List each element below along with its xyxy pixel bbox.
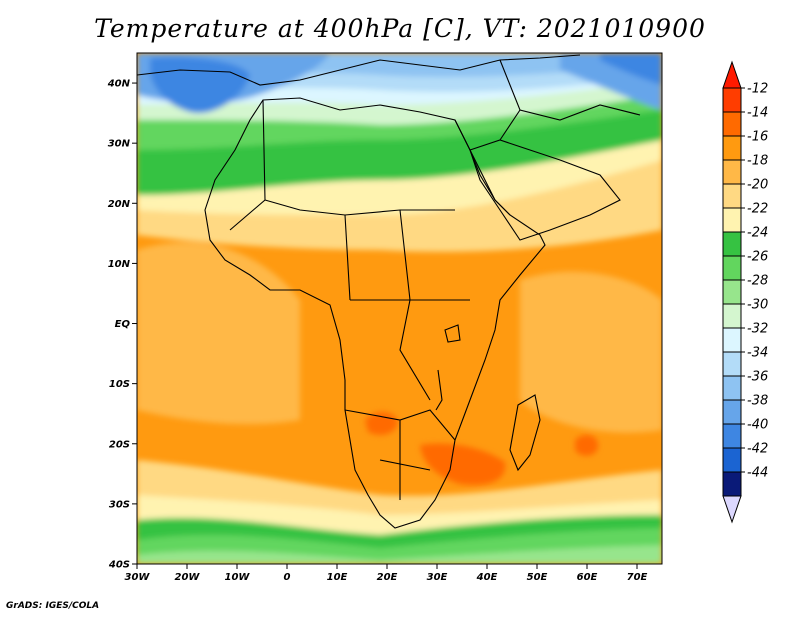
colorbar-swatch [722, 183, 742, 209]
indian-ocean-warm-core [575, 434, 599, 456]
ocean-warm-patch [137, 242, 300, 425]
colorbar-swatch [722, 375, 742, 401]
colorbar-swatch [722, 159, 742, 185]
africa-coastline [204, 97, 546, 529]
lon-tick-label: 10W [225, 572, 251, 583]
red-sea [454, 119, 511, 216]
colorbar-label: -26 [747, 250, 768, 265]
colorbar-top-triangle [722, 60, 742, 89]
colorbar-label: -12 [747, 82, 768, 97]
lon-tick-label: 20E [377, 572, 398, 583]
colorbar-swatch [722, 303, 742, 329]
grads-credit: GrADS: IGES/COLA [6, 601, 100, 611]
colorbar-label: -40 [747, 418, 768, 433]
colorbar-swatch [722, 207, 742, 233]
colorbar-label: -24 [747, 226, 768, 241]
lat-tick-label: 30S [109, 499, 130, 510]
lat-tick-label: 40N [107, 79, 131, 90]
mozambique-warm-core [420, 443, 506, 486]
lon-tick-label: 20W [175, 572, 201, 583]
lat-tick-label: 40S [108, 560, 130, 571]
colorbar-swatch [722, 399, 742, 425]
lat-tick-label: EQ [115, 319, 131, 330]
lon-tick-label: 50E [527, 572, 548, 583]
lat-tick-label: 10S [109, 379, 130, 390]
colorbar-swatch [722, 351, 742, 377]
border-central [344, 209, 470, 401]
plot-frame [136, 52, 663, 565]
colorbar-swatch [722, 231, 742, 257]
sahara-pale-band [137, 120, 662, 215]
southern-green3-band [137, 545, 662, 564]
colorbar-label: -18 [747, 154, 768, 169]
lon-tick-label: 0 [284, 572, 291, 583]
lat-tick-label: 10N [108, 259, 131, 270]
arabian-peninsula [469, 139, 621, 241]
lon-tick-label: 10E [327, 572, 348, 583]
colorbar-label: -22 [747, 202, 768, 217]
colorbar: -12 -14 -16 -18 -20 -22 -24 -26 -28 -30 -32 -34 -36 -… [722, 60, 768, 524]
colorbar-label: -34 [747, 346, 768, 361]
europe-coast [137, 54, 581, 86]
colorbar-swatch [722, 447, 742, 473]
plot-area [137, 53, 662, 564]
colorbar-swatch [722, 87, 742, 113]
border-southern [344, 409, 456, 500]
colorbar-label: -36 [747, 370, 768, 385]
madagascar [509, 394, 541, 472]
colorbar-label: -44 [747, 466, 768, 481]
lon-tick-label: 40E [476, 572, 498, 583]
northeast-blue4 [600, 53, 662, 85]
lake-malawi [435, 369, 443, 411]
lat-tick-label: 20S [109, 439, 130, 450]
colorbar-bottom-swatch [722, 471, 742, 497]
lat-tick-label: 20N [108, 199, 131, 210]
colorbar-swatch [722, 111, 742, 137]
colorbar-label: -14 [747, 106, 768, 121]
colorbar-swatch [722, 279, 742, 305]
colorbar-label: -38 [747, 394, 768, 409]
colorbar-label: -42 [747, 442, 768, 457]
lon-tick-label: 30E [427, 572, 448, 583]
lat-tick-label: 30N [108, 139, 131, 150]
colorbar-label: -30 [747, 298, 768, 313]
east-warm-patch [520, 271, 662, 433]
colorbar-swatch [722, 327, 742, 353]
lake-victoria [444, 324, 461, 343]
longitude-ticks: 30W 20W 10W 0 10E 20E 30E 40E 50E 60E 70E [125, 564, 648, 583]
colorbar-label: -32 [747, 322, 768, 337]
mid-east-border [499, 59, 641, 141]
lon-tick-label: 60E [577, 572, 598, 583]
colorbar-label: -20 [747, 178, 768, 193]
coastlines [137, 54, 641, 529]
sahel-light-band [137, 150, 662, 252]
colorbar-swatch [722, 423, 742, 449]
colorbar-label: -28 [747, 274, 768, 289]
colorbar-label: -16 [747, 130, 768, 145]
map-title: Temperature at 400hPa [C], VT: 202101090… [94, 14, 706, 43]
temperature-field [137, 53, 662, 564]
colorbar-bottom-triangle [722, 495, 742, 524]
lon-tick-label: 70E [627, 572, 648, 583]
colorbar-swatch [722, 255, 742, 281]
latitude-ticks: 40N 30N 20N 10N EQ 10S 20S 30S 40S [107, 79, 137, 571]
lon-tick-label: 30W [125, 572, 151, 583]
colorbar-swatch [722, 135, 742, 161]
